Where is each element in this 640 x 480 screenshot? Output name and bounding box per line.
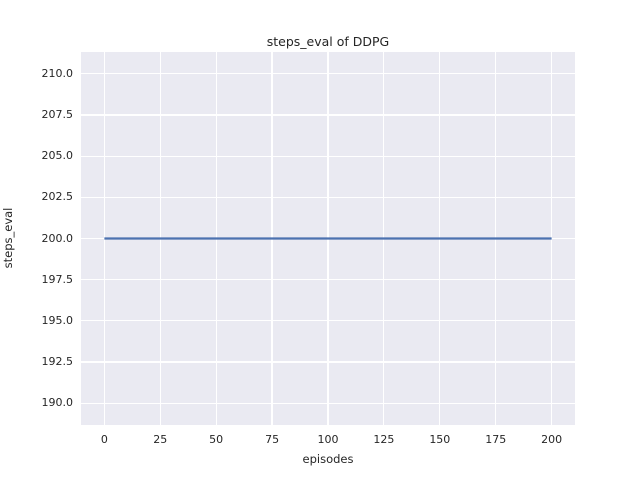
chart-title: steps_eval of DDPG xyxy=(266,34,390,49)
x-tick-label: 175 xyxy=(485,433,507,446)
y-gridline xyxy=(81,402,575,404)
plot-area xyxy=(81,52,575,425)
y-tick-label: 197.5 xyxy=(41,272,74,286)
y-gridline xyxy=(81,196,575,198)
x-tick-label: 200 xyxy=(541,433,563,446)
x-tick-label: 75 xyxy=(265,433,280,446)
y-tick-label: 192.5 xyxy=(41,355,74,369)
y-gridline xyxy=(81,155,575,157)
y-tick-label: 205.0 xyxy=(41,149,74,163)
y-tick-label: 207.5 xyxy=(41,107,74,121)
y-gridline xyxy=(81,320,575,322)
series-layer xyxy=(104,237,552,240)
y-tick-label: 202.5 xyxy=(41,190,74,204)
y-gridline xyxy=(81,279,575,281)
y-tick-label: 195.0 xyxy=(41,313,74,327)
y-gridline xyxy=(81,114,575,116)
x-tick-label: 100 xyxy=(317,433,339,446)
x-tick-label: 125 xyxy=(373,433,395,446)
y-tick-label: 200.0 xyxy=(41,231,74,245)
x-tick-label: 150 xyxy=(429,433,451,446)
y-gridline xyxy=(81,73,575,75)
x-axis-label: episodes xyxy=(302,452,354,466)
y-gridline xyxy=(81,361,575,363)
y-tick-label: 190.0 xyxy=(41,396,74,410)
x-tick-label: 25 xyxy=(153,433,168,446)
y-tick-label: 210.0 xyxy=(41,66,74,80)
x-tick-label: 50 xyxy=(209,433,224,446)
x-tick-label: 0 xyxy=(100,433,108,446)
